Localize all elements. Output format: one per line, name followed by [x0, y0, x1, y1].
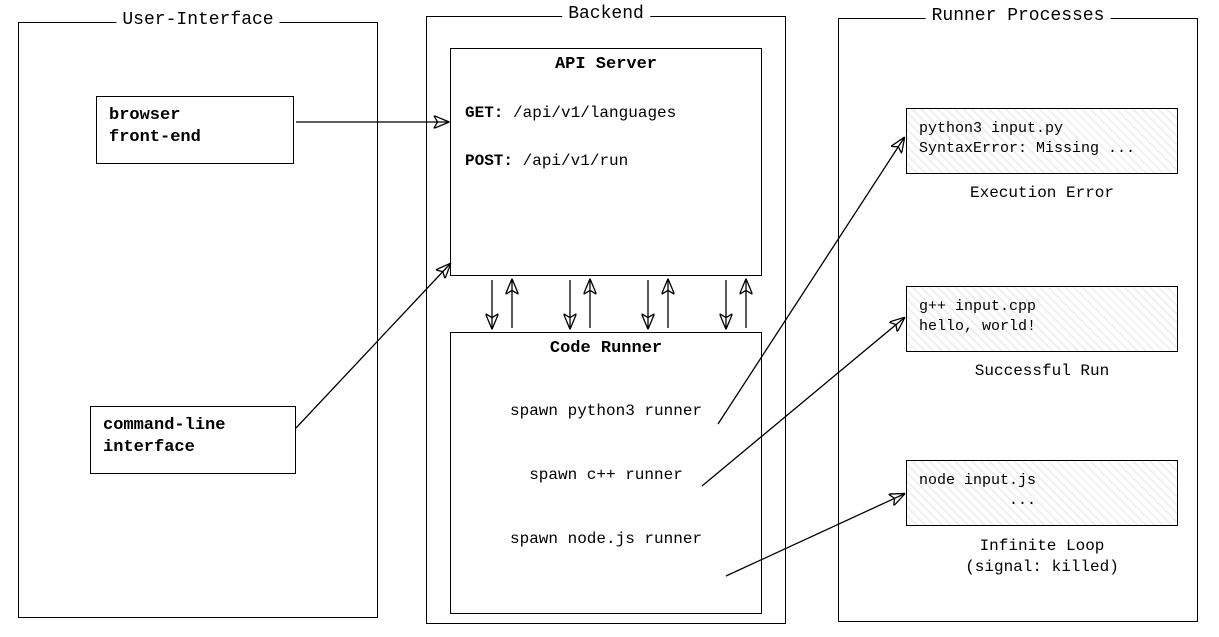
successful-run-box: g++ input.cpp hello, world!: [906, 286, 1178, 352]
spawn-cpp-line: spawn c++ runner: [451, 462, 761, 488]
cli-line2: interface: [103, 437, 283, 459]
user-interface-title: User-Interface: [116, 10, 279, 30]
successful-run-caption: Successful Run: [906, 362, 1178, 380]
code-runner-box: Code Runner spawn python3 runner spawn c…: [450, 332, 762, 614]
code-runner-title: Code Runner: [451, 333, 761, 358]
spawn-node-line: spawn node.js runner: [451, 526, 761, 552]
post-path: /api/v1/run: [523, 152, 629, 170]
cli-line1: command-line: [103, 415, 283, 437]
execution-error-box: python3 input.py SyntaxError: Missing ..…: [906, 108, 1178, 174]
browser-line2: front-end: [109, 127, 281, 149]
err-line2: SyntaxError: Missing ...: [919, 139, 1165, 159]
loop-line2: ...: [919, 491, 1165, 511]
get-label: GET:: [465, 104, 503, 122]
browser-line1: browser: [109, 105, 281, 127]
get-path: /api/v1/languages: [513, 104, 676, 122]
ok-line2: hello, world!: [919, 317, 1165, 337]
infinite-loop-caption: Infinite Loop (signal: killed): [906, 536, 1178, 578]
loop-caption1: Infinite Loop: [906, 536, 1178, 557]
api-post-line: POST: /api/v1/run: [451, 148, 761, 174]
cli-box: command-line interface: [90, 406, 296, 474]
ok-line1: g++ input.cpp: [919, 297, 1165, 317]
spawn-python-line: spawn python3 runner: [451, 398, 761, 424]
infinite-loop-box: node input.js ...: [906, 460, 1178, 526]
api-server-box: API Server GET: /api/v1/languages POST: …: [450, 48, 762, 276]
post-label: POST:: [465, 152, 513, 170]
backend-title: Backend: [562, 4, 650, 24]
loop-caption2: (signal: killed): [906, 557, 1178, 578]
execution-error-caption: Execution Error: [906, 184, 1178, 202]
loop-line1: node input.js: [919, 471, 1165, 491]
api-get-line: GET: /api/v1/languages: [451, 100, 761, 126]
runner-processes-title: Runner Processes: [926, 6, 1111, 26]
api-server-title: API Server: [451, 49, 761, 74]
err-line1: python3 input.py: [919, 119, 1165, 139]
browser-frontend-box: browser front-end: [96, 96, 294, 164]
